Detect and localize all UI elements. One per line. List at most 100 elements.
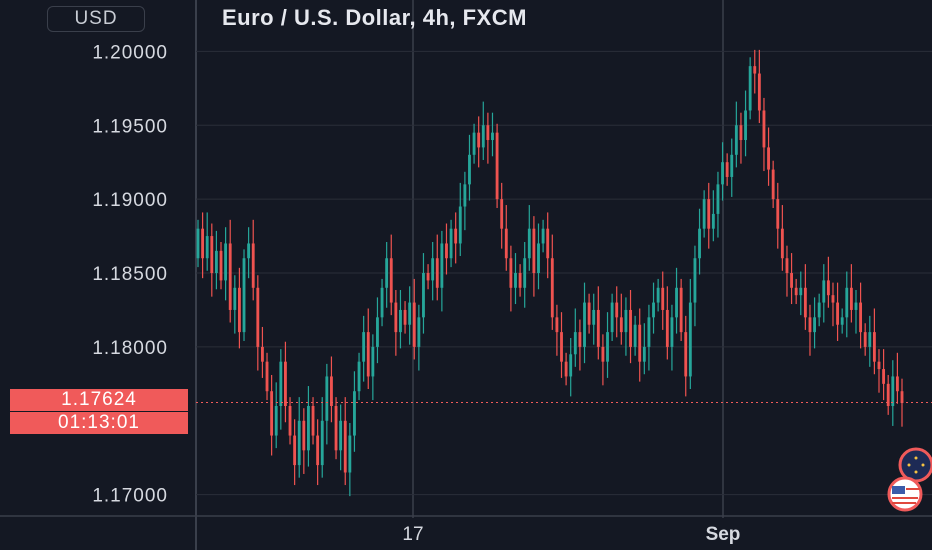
candle (509, 245, 513, 312)
candle (817, 293, 821, 327)
candle (426, 264, 430, 290)
candle (734, 101, 738, 168)
candle (794, 278, 798, 305)
us-flag-icon[interactable] (887, 476, 923, 512)
candle (224, 227, 228, 301)
candle-body (822, 280, 826, 303)
candle-body (523, 258, 527, 288)
candle-body (854, 302, 858, 310)
candle-body (307, 406, 310, 451)
candle-body (794, 287, 798, 296)
candle (514, 253, 517, 305)
candle (293, 419, 297, 486)
candle (882, 349, 886, 401)
y-tick-label: 1.17000 (92, 486, 168, 507)
candle (711, 190, 715, 242)
candle-body (863, 332, 867, 347)
candle (877, 349, 881, 393)
chart-title: Euro / U.S. Dollar, 4h, FXCM (222, 5, 527, 30)
candle (237, 267, 241, 349)
y-axis: 1.20000 1.19500 1.19000 1.18500 1.18000 1.170… (92, 42, 168, 507)
candle-body (721, 162, 724, 185)
candle (606, 312, 609, 378)
candle-body (408, 302, 412, 325)
candle-body (762, 110, 766, 148)
candle (518, 264, 522, 297)
candle-body (546, 228, 550, 259)
candle (550, 234, 554, 330)
candle (366, 308, 370, 390)
candle (417, 304, 421, 371)
candle (495, 123, 499, 208)
candle (376, 297, 379, 364)
candle-body (445, 243, 448, 259)
y-tick-label: 1.20000 (92, 42, 168, 63)
candle (196, 219, 200, 268)
candle-body (219, 250, 223, 281)
candle-body (615, 302, 619, 318)
candle-body (242, 258, 246, 333)
candle-body (371, 346, 375, 377)
candle (454, 212, 458, 264)
y-tick-label: 1.18000 (92, 338, 168, 359)
candle (353, 371, 356, 452)
candle-body (702, 199, 706, 229)
candle (504, 205, 508, 271)
candle (633, 315, 637, 356)
candle-body (693, 258, 697, 303)
candle-body (826, 280, 830, 296)
candle-body (560, 332, 563, 362)
candle-body (592, 309, 596, 325)
candle (389, 234, 393, 316)
candle-body (509, 258, 513, 288)
candle-body (679, 287, 683, 333)
candle-body (380, 287, 384, 318)
candle (767, 127, 770, 186)
candle (665, 286, 669, 360)
candle-body (247, 243, 251, 259)
candle-body (403, 309, 407, 325)
candle-body (472, 132, 476, 155)
candle-body (836, 302, 840, 325)
candle-body (583, 302, 586, 347)
candle-body (877, 361, 881, 370)
candle (859, 282, 863, 349)
candle-body (744, 110, 747, 141)
candle (532, 216, 536, 297)
candle (205, 212, 209, 271)
candle-body (435, 258, 439, 288)
candle-body (734, 125, 738, 155)
eu-flag-icon[interactable] (898, 447, 932, 483)
candle-body (518, 273, 522, 288)
candle (652, 282, 655, 334)
candle-body (780, 228, 784, 259)
candle-body (500, 199, 504, 229)
candle (564, 352, 568, 386)
candle-body (619, 317, 623, 333)
candles (196, 49, 904, 497)
candle (693, 245, 697, 327)
candle (757, 49, 761, 124)
candle (753, 49, 757, 94)
candle-body (279, 361, 283, 406)
candle-body (366, 332, 370, 377)
candle (449, 219, 453, 268)
candle (316, 419, 320, 486)
currency-button[interactable]: USD (47, 6, 145, 32)
y-tick-label: 1.19000 (92, 190, 168, 211)
candle-body (578, 332, 582, 347)
candle-body (343, 420, 347, 473)
candle (803, 264, 807, 330)
candle-body (757, 73, 761, 111)
candle-body (357, 361, 361, 392)
candle (311, 397, 315, 445)
candle (688, 278, 692, 390)
candle (822, 264, 826, 323)
candle-body (537, 243, 540, 274)
candle-body (711, 213, 715, 229)
candle (771, 160, 775, 208)
candle (348, 422, 352, 497)
candle (895, 352, 899, 404)
candle-body (399, 309, 402, 333)
